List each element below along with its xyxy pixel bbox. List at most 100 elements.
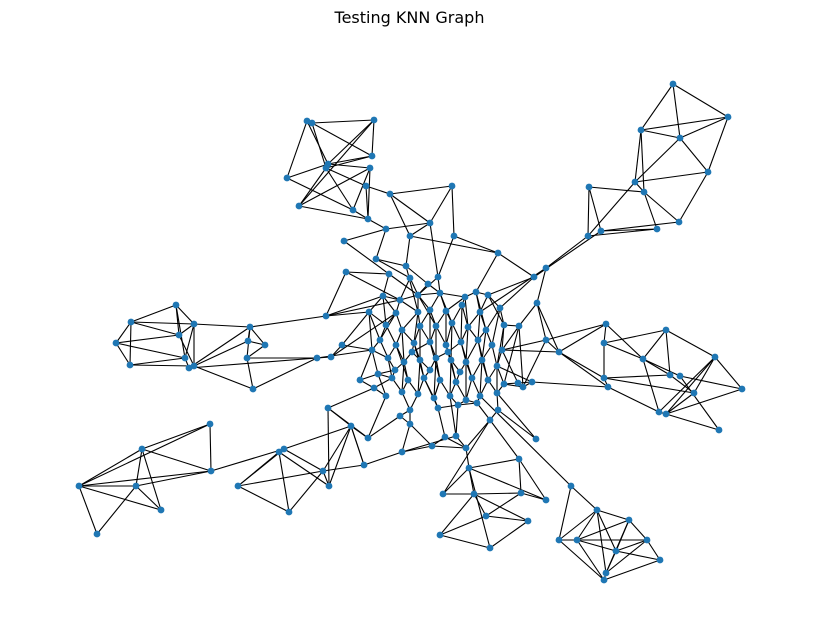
graph-node (388, 374, 396, 382)
graph-edge (596, 509, 630, 521)
graph-node (533, 299, 541, 307)
graph-edge (367, 218, 387, 230)
graph-node (597, 227, 605, 235)
graph-node (476, 392, 484, 400)
graph-edge (615, 519, 630, 552)
graph-node (436, 531, 444, 539)
graph-edge (405, 235, 411, 267)
graph-edge (286, 177, 354, 211)
graph-edge (175, 304, 195, 325)
graph-node (406, 274, 414, 282)
graph-edge (325, 311, 370, 317)
graph-edge (322, 464, 365, 472)
graph-node (656, 556, 664, 564)
graph-node (567, 482, 575, 490)
graph-node (295, 202, 303, 210)
graph-edge (481, 329, 487, 361)
graph-edge (640, 129, 645, 193)
graph-node (444, 348, 452, 356)
graph-node (432, 322, 440, 330)
graph-node (366, 164, 374, 172)
graph-node (456, 368, 464, 376)
graph-edge (252, 357, 318, 390)
graph-edge (188, 357, 318, 369)
graph-edge (499, 276, 535, 309)
graph-edge (615, 539, 648, 552)
graph-edge (389, 185, 453, 195)
graph-edge (497, 252, 535, 278)
graph-node (349, 206, 357, 214)
graph-node (462, 358, 470, 366)
graph-edge (465, 339, 479, 363)
graph-node (382, 225, 390, 233)
graph-node (462, 444, 470, 452)
graph-edge (485, 492, 522, 517)
graph-edge (375, 258, 407, 267)
graph-edge (468, 467, 491, 549)
graph-node (416, 356, 424, 364)
graph-edge (249, 326, 266, 346)
graph-edge (496, 324, 505, 367)
graph-edge (643, 191, 658, 230)
graph-node (500, 321, 508, 329)
graph-edge (491, 344, 498, 367)
graph-node (637, 126, 645, 134)
graph-edge (399, 299, 419, 313)
graph-node (600, 576, 608, 584)
graph-node (447, 356, 455, 364)
graph-edge (367, 415, 401, 439)
graph-edge (382, 295, 397, 314)
graph-node (244, 337, 252, 345)
graph-edge (603, 559, 661, 581)
graph-node (185, 364, 193, 372)
graph-edge (479, 395, 572, 487)
graph-edge (283, 448, 324, 472)
graph-node (704, 168, 712, 176)
graph-edge (587, 186, 590, 237)
graph-edge (489, 520, 529, 549)
graph-edge (316, 349, 373, 359)
graph-edge (437, 407, 446, 438)
graph-edge (385, 222, 431, 230)
graph-node (454, 401, 462, 409)
graph-edge (518, 302, 538, 327)
graph-node (498, 346, 506, 354)
graph-edge (115, 342, 131, 366)
graph-edge (389, 193, 431, 224)
graph-node (585, 183, 593, 191)
graph-edge (678, 171, 709, 223)
graph-edge (210, 448, 285, 472)
graph-edge (135, 448, 143, 487)
graph-edge (576, 539, 605, 581)
graph-node (515, 455, 523, 463)
graph-edge (363, 451, 403, 466)
graph-edge (141, 448, 162, 511)
graph-node (406, 232, 414, 240)
graph-node (666, 371, 674, 379)
graph-node (484, 291, 492, 299)
graph-node (406, 406, 414, 414)
graph-edge (693, 356, 716, 394)
graph-edge (431, 445, 467, 449)
graph-node (356, 376, 364, 384)
graph-edge (536, 302, 560, 353)
graph-edge (607, 386, 660, 413)
graph-node (653, 225, 661, 233)
graph-node (400, 358, 408, 366)
graph-edge (115, 334, 180, 344)
graph-edge (368, 311, 381, 341)
graph-edge (605, 323, 644, 360)
graph-edge (468, 467, 547, 501)
graph-node (175, 331, 183, 339)
graph-edge (603, 377, 695, 394)
graph-node (446, 392, 454, 400)
graph-edge (445, 322, 453, 346)
graph-node (738, 385, 746, 393)
graph-node (496, 304, 504, 312)
graph-edge (96, 485, 137, 535)
graph-node (384, 354, 392, 362)
graph-node (600, 339, 608, 347)
graph-node (402, 262, 410, 270)
graph-edge (286, 163, 329, 179)
graph-edge (311, 119, 375, 124)
